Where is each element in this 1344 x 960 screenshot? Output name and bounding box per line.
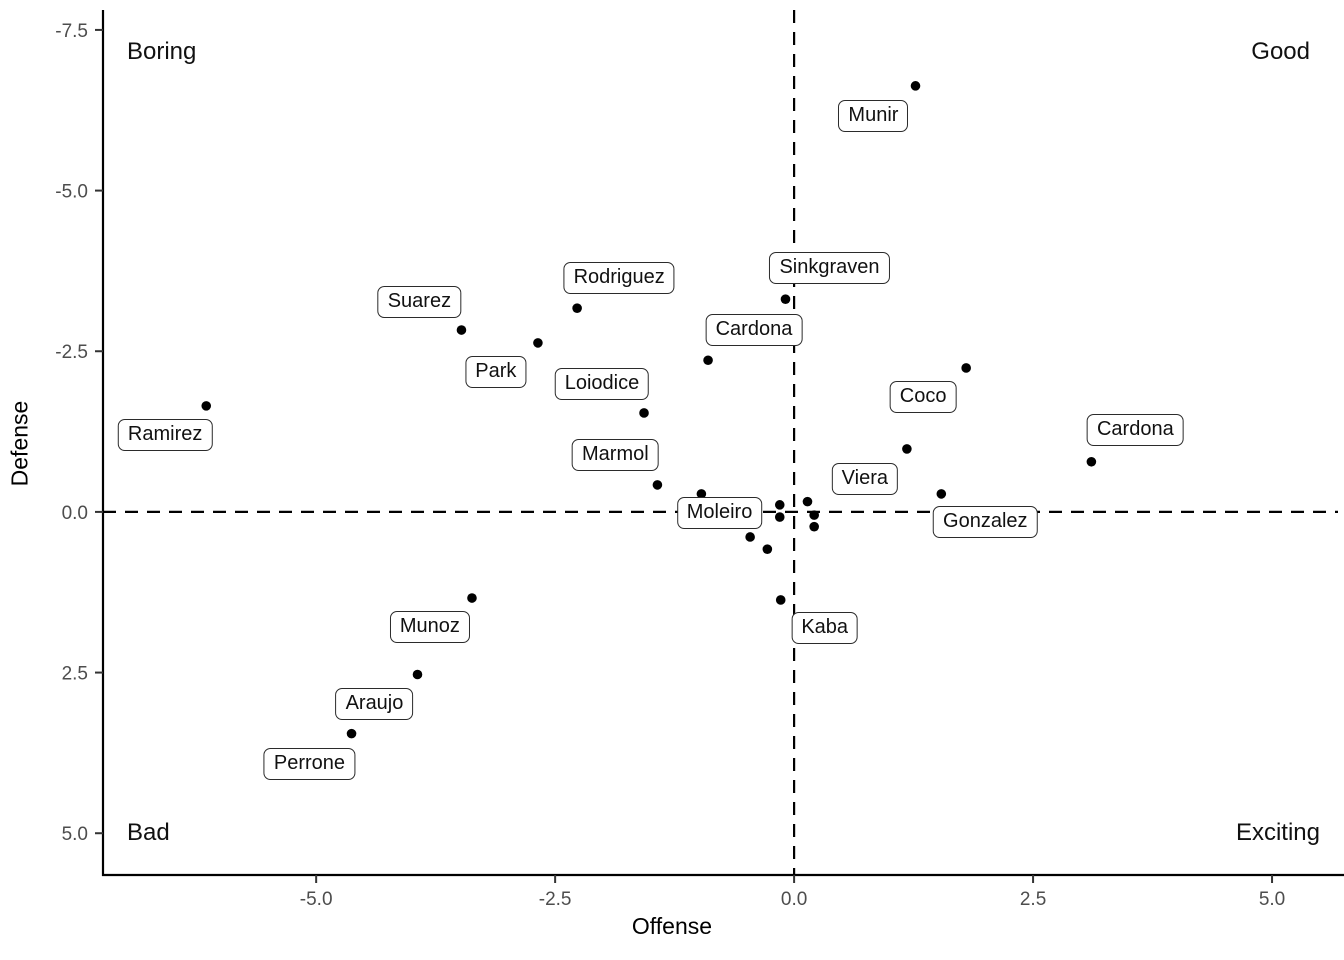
data-point bbox=[346, 728, 357, 739]
annotation-bad: Bad bbox=[127, 819, 170, 846]
data-point bbox=[703, 355, 713, 366]
data-point bbox=[652, 480, 663, 490]
y-axis-tick-label: -7.5 bbox=[55, 21, 88, 42]
data-point bbox=[467, 593, 477, 603]
x-axis-tick-label: 2.5 bbox=[1020, 889, 1046, 910]
data-point bbox=[809, 521, 819, 532]
x-axis-tick-label: -2.5 bbox=[539, 889, 572, 910]
data-point bbox=[201, 401, 212, 411]
annotation-good: Good bbox=[1251, 38, 1310, 65]
data-point bbox=[1086, 456, 1097, 467]
data-point bbox=[572, 303, 582, 313]
data-point bbox=[961, 363, 971, 373]
data-point bbox=[639, 408, 649, 418]
y-axis-tick-label: 5.0 bbox=[62, 824, 88, 845]
data-point bbox=[802, 496, 813, 507]
annotation-boring: Boring bbox=[127, 38, 197, 65]
y-axis-tick-label: 2.5 bbox=[62, 664, 88, 685]
x-axis-tick-label: 0.0 bbox=[781, 889, 807, 910]
data-point bbox=[780, 294, 791, 304]
data-point bbox=[902, 444, 912, 454]
data-point bbox=[809, 510, 819, 520]
y-axis-tick-label: 0.0 bbox=[62, 503, 88, 524]
y-axis-tick-label: -5.0 bbox=[55, 182, 88, 203]
data-point bbox=[910, 81, 921, 91]
data-point bbox=[412, 669, 423, 680]
y-axis-tick-label: -2.5 bbox=[55, 342, 88, 363]
x-axis-title: Offense bbox=[631, 913, 713, 939]
y-axis-title: Defense bbox=[6, 400, 33, 487]
data-point bbox=[533, 338, 543, 348]
data-point bbox=[774, 512, 785, 522]
data-point bbox=[936, 489, 947, 499]
data-point bbox=[774, 500, 785, 510]
annotation-exciting: Exciting bbox=[1235, 819, 1320, 846]
data-point bbox=[762, 544, 773, 554]
x-axis-tick-label: -5.0 bbox=[300, 889, 333, 910]
data-point bbox=[696, 489, 707, 499]
data-point bbox=[456, 325, 467, 335]
data-point bbox=[775, 595, 786, 605]
data-point bbox=[745, 532, 755, 542]
x-axis-tick-label: 5.0 bbox=[1259, 889, 1285, 910]
